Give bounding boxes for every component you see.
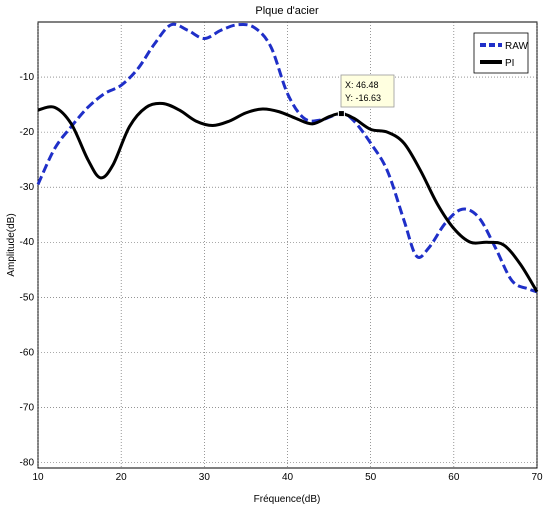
- datatip-marker[interactable]: [337, 110, 345, 118]
- series-line-pi: [37, 101, 539, 293]
- y-tick-label: -70: [20, 402, 35, 413]
- data-series: [36, 22, 539, 294]
- x-axis-label: Fréquence(dB): [254, 494, 321, 505]
- x-tick-label: 10: [32, 472, 44, 483]
- y-tick-label: -60: [20, 347, 35, 358]
- y-tick-label: -50: [20, 292, 35, 303]
- y-tick-label: -10: [20, 72, 35, 83]
- datatip-x-text: X: 46.48: [345, 80, 379, 90]
- datatip[interactable]: X: 46.48 Y: -16.63: [337, 74, 395, 118]
- series-line-raw: [36, 22, 538, 294]
- y-tick-label: -30: [20, 182, 35, 193]
- x-tick-label: 60: [448, 472, 460, 483]
- x-tick-label: 30: [199, 472, 211, 483]
- x-tick-label: 20: [116, 472, 128, 483]
- datatip-y-text: Y: -16.63: [345, 93, 381, 103]
- legend-label-raw: RAW: [505, 41, 529, 52]
- x-tick-label: 40: [282, 472, 294, 483]
- y-axis-label: Amplitude(dB): [6, 213, 17, 276]
- chart-title: Plque d'acier: [255, 5, 319, 17]
- y-tick-label: -20: [20, 127, 35, 138]
- x-tick-label: 70: [531, 472, 543, 483]
- y-tick-label: -80: [20, 457, 35, 468]
- legend: RAW PI: [473, 32, 529, 74]
- legend-label-pi: PI: [505, 58, 514, 69]
- legend-box: [473, 32, 529, 74]
- datatip-box: [340, 74, 395, 108]
- axis-ticks: 10 20 30 40 50 60 70 -10 -20 -30 -40 -50 -60 -70 -80: [20, 72, 543, 483]
- grid-lines: [37, 22, 538, 468]
- y-tick-label: -40: [20, 237, 35, 248]
- x-tick-label: 50: [365, 472, 377, 483]
